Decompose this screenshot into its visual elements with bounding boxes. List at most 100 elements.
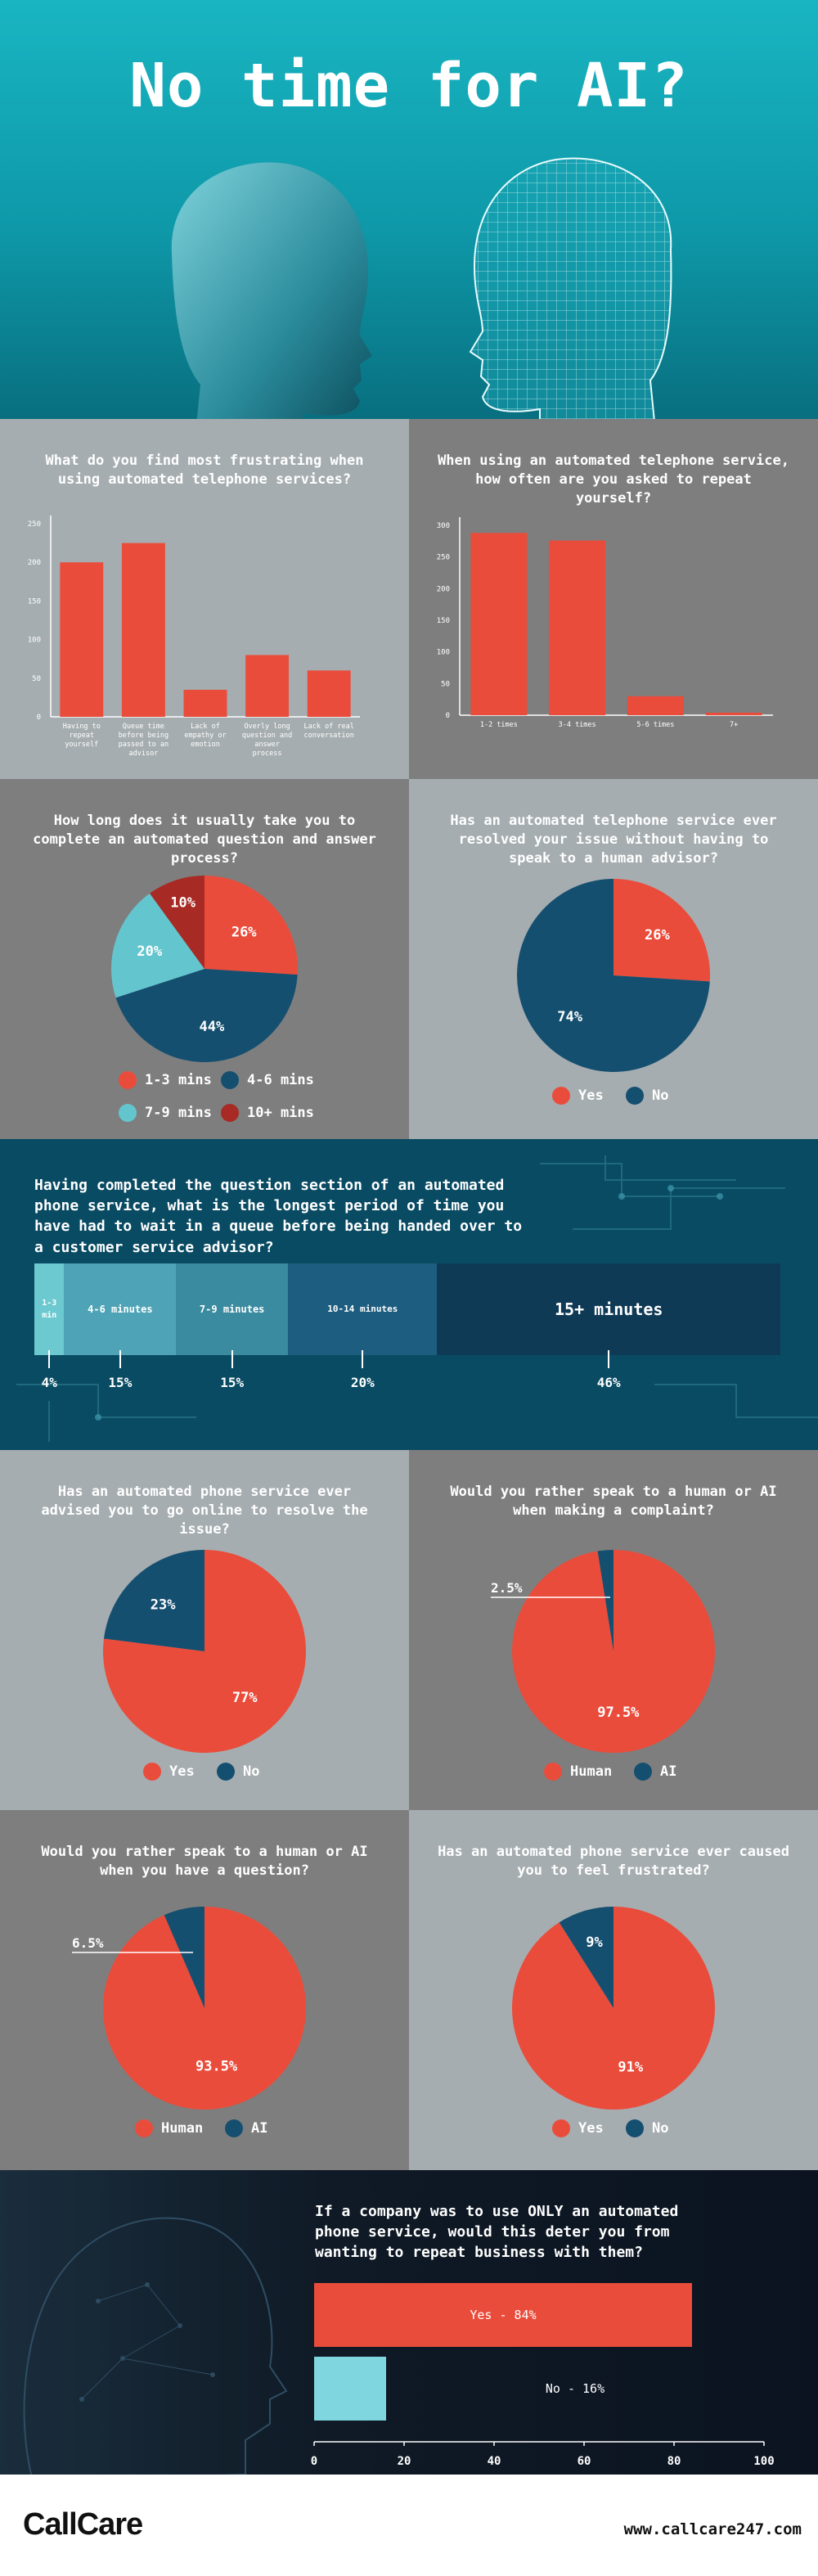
slice-label: 97.5% xyxy=(597,1705,640,1721)
pie-slice xyxy=(614,879,710,982)
online-panel: Has an automated phone service ever advi… xyxy=(0,1450,409,1810)
pie-slice xyxy=(164,1907,204,2008)
pie-slice xyxy=(103,1550,204,1651)
x-tick-label: 80 xyxy=(667,2455,681,2468)
y-tick-label: 100 xyxy=(437,649,450,657)
legend-label: No xyxy=(243,1763,260,1780)
x-tick-label: 5-6 times xyxy=(636,721,674,729)
bar xyxy=(314,2283,692,2347)
legend-dot xyxy=(552,1087,570,1105)
website-url[interactable]: www.callcare247.com xyxy=(623,2520,802,2538)
y-tick-label: 200 xyxy=(28,559,41,567)
legend-item-human: Human xyxy=(544,1763,612,1781)
legend-item-ai: AI xyxy=(225,2119,267,2137)
legend-item-4-6: 4-6 mins xyxy=(221,1071,314,1089)
wait-time-title: Having completed the question section of… xyxy=(34,1177,523,1256)
question-pie-chart: 93.5% 6.5% xyxy=(72,1907,307,2110)
legend-label: Human xyxy=(161,2120,204,2137)
bar xyxy=(705,712,762,715)
y-tick-label: 0 xyxy=(446,712,450,720)
slice-label: 2.5% xyxy=(491,1580,523,1596)
circuit-background xyxy=(16,1155,818,1442)
legend-label: No xyxy=(652,1088,669,1104)
x-tick-label: 7+ xyxy=(730,721,738,729)
bar xyxy=(121,543,165,717)
legend-item-no: No xyxy=(626,1087,668,1105)
y-tick-label: 150 xyxy=(437,617,450,625)
wait-segment: 7-9 minutes xyxy=(176,1263,289,1355)
duration-panel: How long does it usually take you to com… xyxy=(0,779,409,1139)
online-pie-chart: 77% 23% xyxy=(102,1550,306,1753)
ai-head-background xyxy=(23,2217,288,2475)
legend-dot xyxy=(221,1071,239,1089)
x-tick-label: 20 xyxy=(398,2455,411,2468)
bar xyxy=(627,696,684,715)
wait-time-section: Having completed the question section of… xyxy=(0,1139,818,1450)
legend-dot xyxy=(544,1763,562,1781)
deter-title: If a company was to use ONLY an automate… xyxy=(315,2203,679,2262)
footer: CallCare www.callcare247.com xyxy=(0,2475,818,2576)
legend-dot xyxy=(626,2119,644,2137)
y-tick-label: 150 xyxy=(28,597,41,606)
frustrated-pie-chart: 91% 9% xyxy=(512,1907,715,2110)
slice-label: 6.5% xyxy=(72,1935,104,1951)
x-tick-label: Having to repeat yourself xyxy=(63,723,101,749)
legend-item-no: No xyxy=(217,1763,259,1781)
slice-label: 77% xyxy=(232,1690,258,1706)
bar xyxy=(60,562,104,717)
x-tick-label: 1-2 times xyxy=(480,721,518,729)
segment-tick xyxy=(48,1350,51,1368)
segment-tick xyxy=(608,1350,610,1368)
x-tick-label: 100 xyxy=(753,2455,774,2468)
x-tick-label: 40 xyxy=(488,2455,501,2468)
segment-percent: 15% xyxy=(220,1375,245,1390)
ai-wireframe-head-illustration xyxy=(469,157,672,419)
frustration-panel: What do you find most frustrating when u… xyxy=(0,419,409,779)
segment-tick xyxy=(119,1350,121,1368)
slice-label: 10% xyxy=(170,895,196,912)
slice-label: 9% xyxy=(586,1934,603,1951)
complaint-panel: Would you rather speak to a human or AI … xyxy=(409,1450,818,1810)
bar xyxy=(549,540,606,715)
resolved-panel: Has an automated telephone service ever … xyxy=(409,779,818,1139)
legend-label: Yes xyxy=(169,1763,195,1780)
x-tick-label: Overly long question and answer process xyxy=(242,723,292,758)
pie-slice xyxy=(597,1550,614,1651)
resolved-pie-chart: 26% 74% xyxy=(517,879,710,1072)
legend-label: AI xyxy=(251,2120,268,2137)
bar-label: No - 16% xyxy=(546,2381,605,2396)
deter-section: If a company was to use ONLY an automate… xyxy=(0,2170,818,2475)
wait-segment: 15+ minutes xyxy=(437,1263,780,1355)
y-tick-label: 200 xyxy=(437,585,450,593)
wait-segment: 1-3 min xyxy=(34,1263,65,1355)
duration-pie-chart: 26% 44% 20% 10% xyxy=(110,876,299,1062)
slice-label: 23% xyxy=(151,1596,176,1613)
legend-label: No xyxy=(652,2120,669,2137)
bar xyxy=(245,655,290,717)
legend-item-yes: Yes xyxy=(552,2119,604,2137)
legend-dot xyxy=(119,1071,137,1089)
legend-item-no: No xyxy=(626,2119,668,2137)
slice-label: 91% xyxy=(618,2059,643,2075)
y-tick-label: 250 xyxy=(28,520,41,529)
bar-label: Yes - 84% xyxy=(470,2308,536,2322)
legend-dot xyxy=(634,1763,652,1781)
duration-title: How long does it usually take you to com… xyxy=(33,813,376,867)
slice-label: 44% xyxy=(199,1019,224,1035)
repeat-title: When using an automated telephone servic… xyxy=(438,453,789,507)
legend-dot xyxy=(225,2119,243,2137)
slice-label: 74% xyxy=(557,1009,582,1025)
complaint-pie-chart: 97.5% 2.5% xyxy=(491,1550,715,1753)
y-tick-label: 50 xyxy=(441,680,450,688)
resolved-title: Has an automated telephone service ever … xyxy=(450,813,777,867)
y-tick-label: 300 xyxy=(437,522,450,530)
y-tick-label: 0 xyxy=(37,714,41,722)
legend-label: Yes xyxy=(578,1088,604,1104)
legend-label: Yes xyxy=(578,2120,604,2137)
segment-percent: 46% xyxy=(596,1375,621,1390)
x-tick-label: 0 xyxy=(311,2455,317,2468)
segment-percent: 20% xyxy=(350,1375,375,1390)
x-tick-label: Queue time before being passed to an adviso… xyxy=(119,723,169,758)
callcare-logo: CallCare xyxy=(23,2507,143,2542)
legend-dot xyxy=(552,2119,570,2137)
